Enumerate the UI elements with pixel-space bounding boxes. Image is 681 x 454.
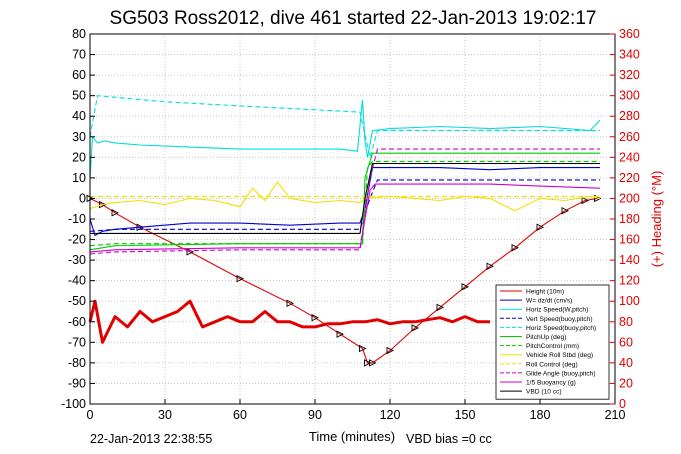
y-tick-label: -30	[68, 253, 86, 267]
legend-entry: Vert Speed(buoy,pitch)	[526, 316, 593, 323]
right-axis-label: (+) Heading (°M)	[649, 171, 664, 268]
y-right-tick-label: 80	[619, 315, 633, 329]
y-tick-label: 60	[72, 68, 86, 82]
height-marker-point	[436, 303, 445, 312]
y-tick-label: 40	[72, 109, 86, 123]
series-line-vert-speed-buoy-pitch	[89, 179, 600, 232]
height-marker-point	[511, 244, 520, 252]
plot-date: 22-Jan-2013 22:38:55	[90, 432, 213, 446]
y-tick-label: -100	[61, 397, 86, 411]
height-marker-point	[461, 283, 470, 291]
x-tick-label: 60	[233, 408, 247, 422]
height-marker-point	[311, 313, 320, 322]
x-tick-label: 30	[158, 408, 172, 422]
legend-entry: W= dz/dt (cm/s)	[526, 298, 572, 305]
series-line-pitchcontrol-mm	[89, 160, 600, 247]
y-right-tick-label: 220	[619, 171, 640, 185]
y-tick-label: -60	[68, 315, 86, 329]
height-marker-point	[336, 330, 345, 338]
left-axis: 80 70 60 50 40 30 20 10 0 -10 -20 -30 -40 -50 -60 -70 -8…	[61, 27, 95, 411]
height-marker-point	[561, 207, 570, 215]
height-marker-point	[581, 196, 590, 205]
legend-entry: VBD (10 cc)	[526, 389, 562, 396]
legend-entry: Glide Angle (buoy,pitch)	[526, 370, 596, 377]
y-tick-label: 20	[72, 150, 86, 164]
height-marker-point	[369, 359, 377, 367]
y-tick-label: -20	[68, 233, 86, 247]
y-right-tick-label: 120	[619, 274, 640, 288]
y-right-tick-label: 180	[619, 212, 640, 226]
y-tick-label: 70	[72, 48, 86, 62]
series-line-horiz-speed-w-pitch	[89, 99, 601, 178]
legend-entry: Horiz Speed(buoy,pitch)	[526, 325, 596, 332]
chart-title: SG503 Ross2012, dive 461 started 22-Jan-…	[110, 8, 597, 29]
x-tick-label: 0	[87, 408, 94, 422]
y-right-tick-label: 200	[619, 191, 640, 205]
y-right-tick-label: 40	[619, 356, 633, 370]
legend-entry: Horiz Speed(W,pitch)	[526, 307, 588, 314]
legend-entry: Roll Control (deg)	[526, 361, 578, 368]
series-line-heading	[88, 299, 490, 344]
y-right-tick-label: 300	[619, 89, 640, 103]
height-marker-point	[386, 346, 395, 355]
series-line-glide-angle-buoy-pitch	[89, 148, 600, 255]
legend: Height (10m) W= dz/dt (cm/s) Horiz Speed(W…	[495, 284, 610, 400]
height-marker-point	[286, 299, 295, 308]
x-tick-label: 210	[605, 408, 626, 422]
y-right-tick-label: 160	[619, 233, 640, 247]
series-line-1-5-buoyancy-g	[89, 183, 601, 253]
y-right-tick-label: 100	[619, 294, 640, 308]
series-line-vehicle-roll-stbd-deg	[89, 181, 601, 212]
y-right-tick-label: 140	[619, 253, 640, 267]
x-tick-label: 180	[530, 408, 551, 422]
y-right-tick-label: 280	[619, 109, 640, 123]
y-tick-label: -80	[68, 356, 86, 370]
y-tick-label: -50	[68, 294, 86, 308]
legend-entry: PitchUp (deg)	[526, 334, 566, 341]
series-line-vbd-10-cc	[90, 162, 600, 234]
series-line-horiz-speed-buoy-pitch	[89, 95, 600, 158]
height-marker-point	[536, 223, 545, 231]
series-layer	[86, 95, 602, 367]
x-axis-label: Time (minutes)	[309, 429, 395, 444]
right-axis: 3603403203002802602402202001801601401201…	[610, 27, 640, 411]
y-tick-label: 0	[79, 191, 86, 205]
y-right-tick-label: 0	[619, 397, 626, 411]
y-tick-label: -90	[68, 376, 86, 390]
series-line-w-dz-dt-cm-s	[89, 167, 600, 237]
vbd-bias-text: VBD bias =0 cc	[406, 432, 492, 446]
height-marker-point	[111, 209, 120, 217]
height-marker-point	[99, 200, 107, 209]
y-tick-label: 30	[72, 130, 86, 144]
height-marker-point	[411, 324, 420, 332]
x-axis: 0 30 60 90 120 150 180 210	[87, 399, 626, 422]
legend-box	[495, 284, 610, 400]
height-marker-point	[364, 359, 372, 367]
y-right-tick-label: 60	[619, 335, 633, 349]
y-tick-label: -40	[68, 274, 86, 288]
height-marker-point	[486, 262, 495, 271]
y-right-tick-label: 20	[619, 376, 633, 390]
y-tick-label: 50	[72, 89, 86, 103]
height-marker-point	[236, 274, 245, 283]
x-tick-label: 120	[380, 408, 401, 422]
y-right-tick-label: 360	[619, 27, 640, 41]
y-tick-label: -10	[68, 212, 86, 226]
y-tick-label: 80	[72, 27, 86, 41]
legend-entry: 1/5 Buoyancy (g)	[526, 380, 576, 387]
y-right-tick-label: 260	[619, 130, 640, 144]
y-right-tick-label: 240	[619, 150, 640, 164]
y-tick-label: 10	[72, 171, 86, 185]
legend-entry: Vehicle Roll Stbd (deg)	[526, 352, 593, 359]
y-tick-label: -70	[68, 335, 86, 349]
height-marker-point	[359, 344, 367, 353]
x-tick-label: 150	[455, 408, 476, 422]
legend-entry: Height (10m)	[526, 289, 564, 296]
legend-entry: PitchControl (mm)	[526, 343, 579, 350]
y-right-tick-label: 320	[619, 68, 640, 82]
y-right-tick-label: 340	[619, 48, 640, 62]
x-tick-label: 90	[308, 408, 322, 422]
